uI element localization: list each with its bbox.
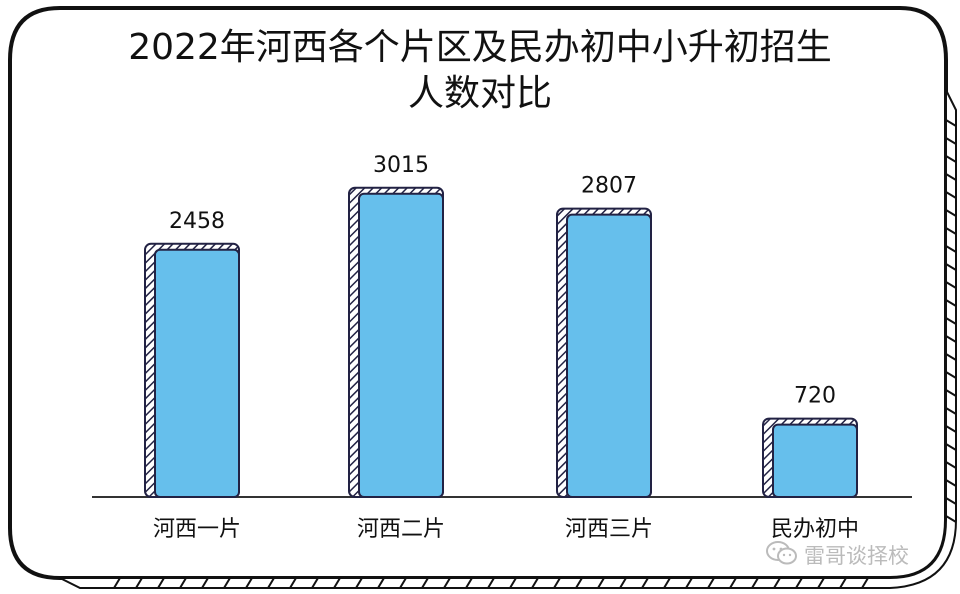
- data-label: 720: [794, 384, 836, 409]
- bar-fill: [566, 213, 652, 498]
- bar-fill: [772, 423, 858, 498]
- bar-3: [556, 207, 652, 498]
- category-label: 河西一片: [153, 517, 241, 542]
- data-label: 2807: [581, 174, 637, 199]
- bar-2: [348, 186, 444, 498]
- category-label: 河西三片: [565, 517, 653, 542]
- bar-fill: [154, 248, 240, 498]
- bar-fill: [358, 192, 444, 498]
- bar-1: [144, 242, 240, 498]
- wechat-icon: [766, 541, 797, 565]
- watermark-text: 雷哥谈择校: [804, 544, 909, 568]
- bar-4: [762, 417, 858, 498]
- category-label: 河西二片: [357, 517, 445, 542]
- watermark: 雷哥谈择校: [760, 534, 950, 570]
- chart-title-line1: 2022年河西各个片区及民办初中小升初招生: [128, 27, 832, 68]
- category-label: 民办初中: [771, 517, 859, 542]
- chart-title-line2: 人数对比: [407, 73, 552, 114]
- data-label: 3015: [373, 153, 429, 178]
- data-label: 2458: [169, 209, 225, 234]
